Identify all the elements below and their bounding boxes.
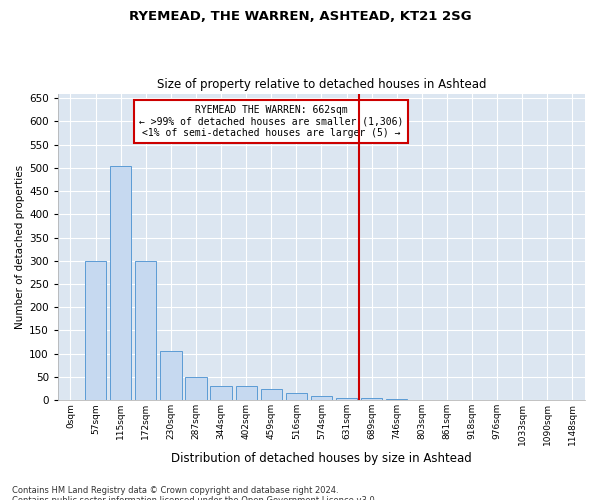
Text: Contains public sector information licensed under the Open Government Licence v3: Contains public sector information licen… xyxy=(12,496,377,500)
Bar xyxy=(110,166,131,400)
Bar xyxy=(336,398,357,400)
Bar xyxy=(236,386,257,400)
Bar xyxy=(135,261,157,400)
Bar xyxy=(386,399,407,400)
Text: Contains HM Land Registry data © Crown copyright and database right 2024.: Contains HM Land Registry data © Crown c… xyxy=(12,486,338,495)
Bar xyxy=(361,398,382,400)
Bar xyxy=(185,377,206,400)
Bar xyxy=(260,388,282,400)
X-axis label: Distribution of detached houses by size in Ashtead: Distribution of detached houses by size … xyxy=(171,452,472,465)
Bar xyxy=(211,386,232,400)
Bar xyxy=(311,396,332,400)
Y-axis label: Number of detached properties: Number of detached properties xyxy=(15,165,25,329)
Text: RYEMEAD THE WARREN: 662sqm
← >99% of detached houses are smaller (1,306)
<1% of : RYEMEAD THE WARREN: 662sqm ← >99% of det… xyxy=(139,105,403,138)
Bar xyxy=(160,352,182,400)
Bar xyxy=(286,393,307,400)
Title: Size of property relative to detached houses in Ashtead: Size of property relative to detached ho… xyxy=(157,78,486,91)
Text: RYEMEAD, THE WARREN, ASHTEAD, KT21 2SG: RYEMEAD, THE WARREN, ASHTEAD, KT21 2SG xyxy=(128,10,472,23)
Bar xyxy=(85,261,106,400)
